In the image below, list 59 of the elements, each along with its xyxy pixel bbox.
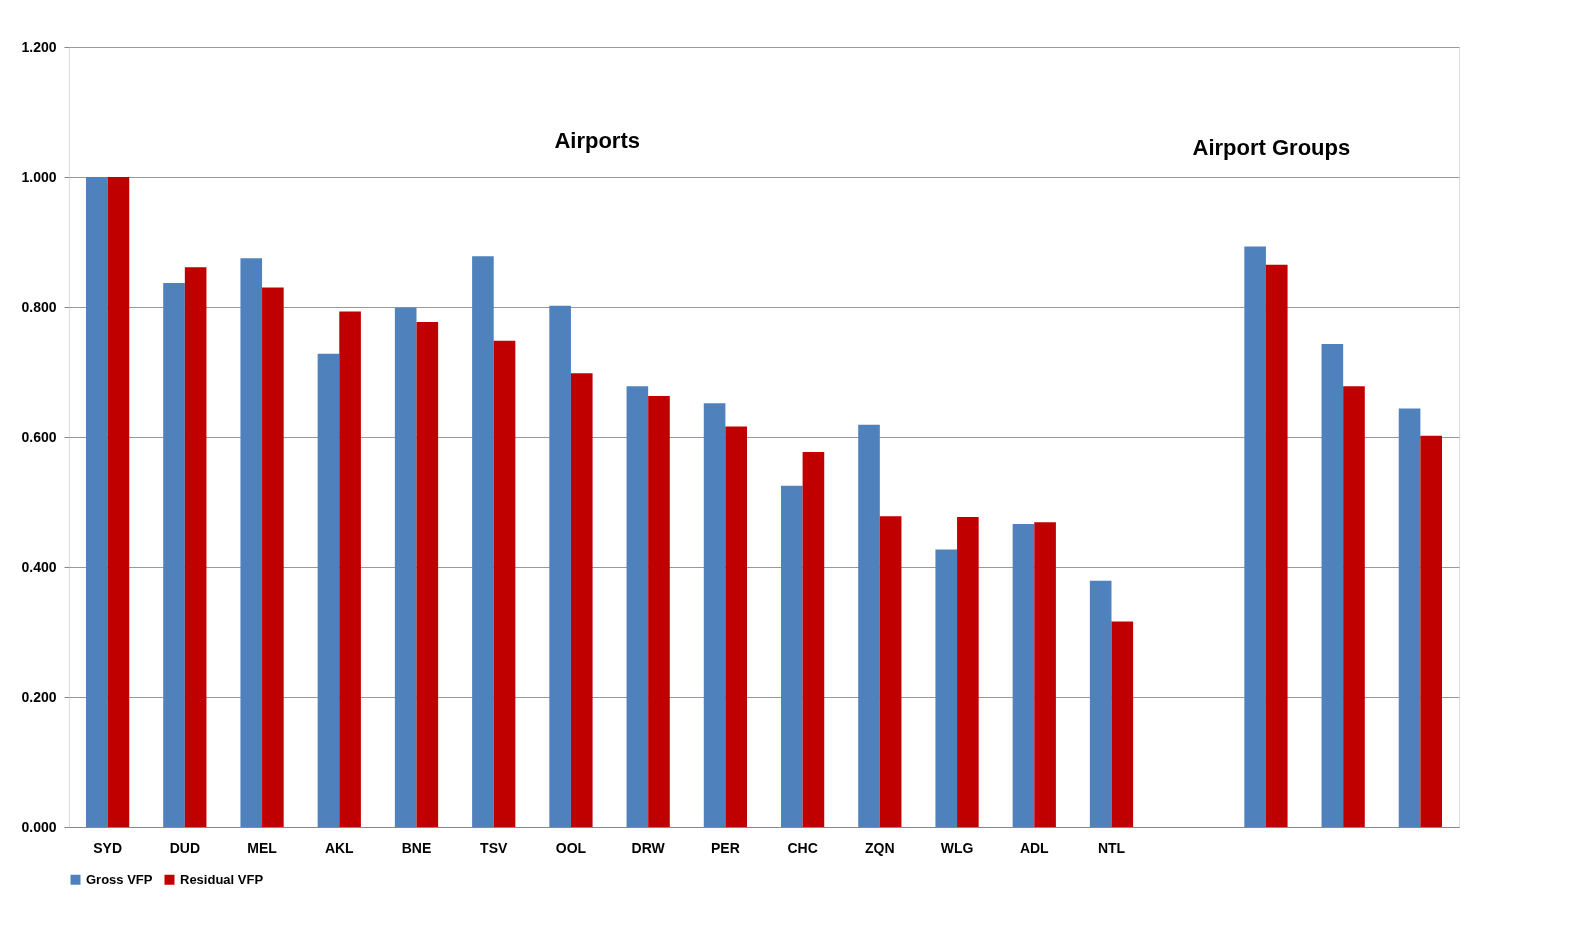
bar [858, 424, 880, 827]
bar [780, 485, 803, 827]
y-tick-label: 0.800 [21, 298, 57, 315]
bar [1244, 246, 1266, 827]
bar [935, 549, 958, 827]
bar [957, 516, 979, 827]
bar [626, 386, 649, 827]
bar [493, 340, 516, 827]
x-tick-label: SYD [93, 839, 123, 856]
y-tick-label: 0.200 [21, 688, 57, 705]
x-tick-label: DUD [169, 839, 201, 856]
x-tick-label: WLG [940, 839, 974, 856]
bar [1034, 522, 1056, 827]
bar [549, 305, 571, 827]
bar [317, 353, 340, 827]
bar [1265, 264, 1288, 827]
bar [802, 451, 825, 827]
bar [107, 177, 130, 827]
bar [1089, 580, 1112, 827]
bar [163, 282, 185, 827]
bar [262, 287, 284, 827]
bar [240, 258, 263, 827]
x-tick-label: ADL [1019, 839, 1050, 856]
y-tick-label: 0.400 [21, 558, 57, 575]
x-tick-label: PER [710, 839, 740, 856]
x-tick-label: CHC [787, 839, 818, 856]
x-tick-label: NTL [1097, 839, 1126, 856]
x-tick-label: TSV [480, 839, 508, 856]
bar [648, 396, 670, 827]
bar [570, 373, 593, 827]
x-tick-label: DRW [631, 839, 666, 856]
annotation: Airports [554, 127, 640, 153]
bar [725, 426, 748, 827]
bar [339, 311, 361, 827]
y-tick-label: 0.000 [21, 818, 57, 835]
x-tick-label: OOL [555, 839, 587, 856]
bar [703, 403, 726, 827]
y-tick-label: 1.200 [21, 38, 57, 55]
bar [416, 321, 439, 827]
bar [394, 307, 417, 827]
bar [879, 516, 902, 827]
y-tick-label: 1.000 [21, 168, 57, 185]
bar [472, 256, 494, 827]
bar [85, 177, 108, 827]
legend-label: Residual VFP [180, 871, 264, 887]
bar [1111, 621, 1134, 827]
x-tick-label: BNE [401, 839, 432, 856]
bar [1420, 435, 1443, 827]
bar [1398, 408, 1421, 827]
bar [1321, 344, 1344, 827]
y-tick-label: 0.600 [21, 428, 57, 445]
x-tick-label: ZQN [865, 839, 895, 856]
bar [1343, 386, 1365, 827]
x-tick-label: MEL [247, 839, 278, 856]
bar [184, 267, 207, 827]
bar [1012, 524, 1035, 827]
annotation: Airport Groups [1192, 135, 1351, 161]
x-tick-label: AKL [324, 839, 355, 856]
legend-label: Gross VFP [86, 871, 153, 887]
